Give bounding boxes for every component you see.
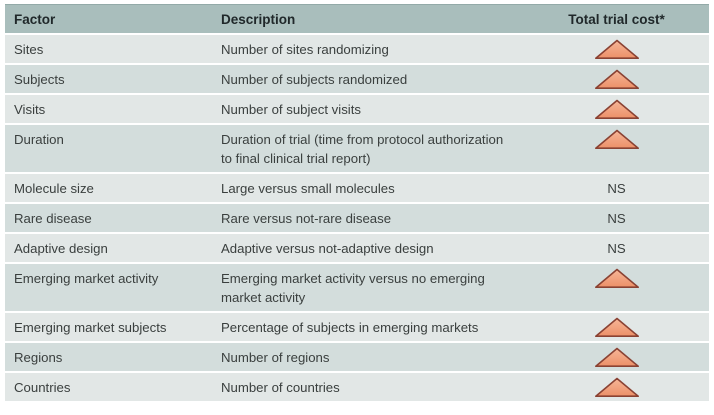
cost-cell [546,373,709,401]
factor-cell: Adaptive design [14,241,108,256]
table-row: Subjects Number of subjects randomized [5,65,709,93]
description-cell: Rare versus not-rare disease [221,211,392,226]
table-row: Countries Number of countries [5,373,709,401]
ns-label: NS [607,181,626,196]
factor-cell: Regions [14,350,63,365]
cost-cell: NS [546,204,709,232]
table-row: Emerging market activity Emerging market… [5,264,709,311]
factor-cell: Emerging market activity [14,271,159,286]
cost-increase-triangle-icon [594,39,639,60]
factor-cell: Duration [14,132,64,147]
column-header-factor: Factor [14,11,56,27]
cost-increase-triangle-icon [594,377,639,398]
cost-increase-triangle-icon [594,69,639,90]
table-row: Molecule size Large versus small molecul… [5,174,709,202]
table-body: Sites Number of sites randomizing Subjec… [5,35,709,401]
table-row: Adaptive design Adaptive versus not-adap… [5,234,709,262]
cost-increase-triangle-icon [594,317,639,338]
factor-cell: Rare disease [14,211,92,226]
table-row: Rare disease Rare versus not-rare diseas… [5,204,709,232]
cost-increase-triangle-icon [594,268,639,289]
description-cell: Number of countries [221,380,340,395]
description-cell: Number of subjects randomized [221,72,408,87]
factor-cell: Sites [14,42,44,57]
ns-label: NS [607,241,626,256]
description-cell: Number of regions [221,350,330,365]
cost-cell: NS [546,174,709,202]
cost-cell [546,264,709,311]
description-cell: Large versus small molecules [221,181,395,196]
description-cell: Duration of trial (time from protocol au… [221,132,504,166]
cost-cell: NS [546,234,709,262]
cost-cell [546,313,709,341]
factor-cell: Molecule size [14,181,94,196]
table-row: Emerging market subjects Percentage of s… [5,313,709,341]
cost-cell [546,343,709,371]
factor-cell: Visits [14,102,46,117]
description-cell: Number of sites randomizing [221,42,389,57]
description-cell: Adaptive versus not-adaptive design [221,241,434,256]
ns-label: NS [607,211,626,226]
cost-cell [546,125,709,172]
cost-factors-table: Factor Description Total trial cost* Sit… [5,4,709,401]
description-cell: Number of subject visits [221,102,361,117]
table-row: Visits Number of subject visits [5,95,709,123]
cost-cell [546,35,709,63]
cost-increase-triangle-icon [594,99,639,120]
table-row: Sites Number of sites randomizing [5,35,709,63]
cost-cell [546,95,709,123]
column-header-total-trial-cost: Total trial cost* [568,11,665,27]
factor-cell: Countries [14,380,71,395]
cost-increase-triangle-icon [594,347,639,368]
column-header-description: Description [221,11,296,27]
factor-cell: Emerging market subjects [14,320,167,335]
cost-increase-triangle-icon [594,129,639,150]
table-row: Regions Number of regions [5,343,709,371]
description-cell: Percentage of subjects in emerging marke… [221,320,479,335]
description-cell: Emerging market activity versus no emerg… [221,271,485,305]
table-header-row: Factor Description Total trial cost* [5,4,709,33]
table-row: Duration Duration of trial (time from pr… [5,125,709,172]
factor-cell: Subjects [14,72,65,87]
cost-cell [546,65,709,93]
